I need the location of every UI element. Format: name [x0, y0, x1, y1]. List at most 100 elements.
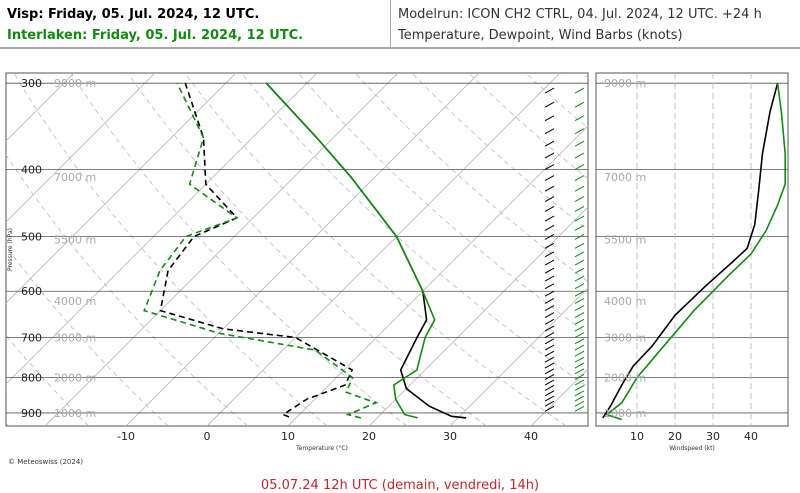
isotherm	[449, 287, 588, 426]
wind-barb	[574, 368, 585, 375]
wind-barb	[544, 215, 555, 222]
wind-barb	[574, 338, 585, 345]
wind-barb	[574, 325, 585, 332]
pressure-tick-label: 600	[21, 285, 42, 298]
wind-barb	[544, 356, 555, 363]
wind-barb	[574, 215, 585, 222]
wind-barb	[574, 400, 585, 407]
wind-barb	[574, 115, 585, 122]
wind-barb	[574, 305, 585, 312]
wind-barb	[544, 318, 555, 325]
wind-barb	[544, 385, 555, 391]
windspeed-tick-label: 40	[744, 430, 758, 443]
temperature-axis-label: Temperature (°C)	[295, 445, 348, 452]
wind-barb	[544, 290, 555, 297]
wind-barb	[574, 344, 585, 351]
height-label: 1000 m	[54, 407, 96, 420]
wind-barb	[544, 234, 555, 240]
pressure-tick-label: 900	[21, 407, 42, 420]
location-interlaken-title: Interlaken: Friday, 05. Jul. 2024, 12 UT…	[7, 28, 304, 43]
wind-barb	[574, 275, 585, 282]
wind-barb	[574, 196, 585, 202]
height-label: 9000 m	[54, 77, 96, 90]
wind-barb	[574, 350, 585, 357]
wind-barb	[574, 379, 585, 386]
wind-barb	[574, 390, 585, 397]
wind-barb	[544, 390, 555, 397]
windspeed-plot-area	[596, 73, 788, 426]
wind-barb	[574, 385, 585, 391]
wind-barb	[574, 332, 585, 338]
wind-barb	[544, 305, 555, 312]
dry-adiabat	[6, 245, 169, 426]
wind-barb	[574, 318, 585, 325]
wind-barb	[544, 206, 555, 212]
temperature-tick-label: 10	[281, 430, 295, 443]
wind-barb	[544, 128, 555, 135]
wind-height-label: 7000 m	[604, 171, 646, 184]
wind-barb	[544, 395, 555, 402]
wind-barb	[544, 242, 555, 249]
wind-barb	[574, 395, 585, 402]
windspeed-visp	[602, 82, 779, 419]
temperature-tick-label: -10	[117, 430, 135, 443]
pressure-tick-label: 300	[21, 77, 42, 90]
isotherm	[6, 73, 75, 142]
dry-adiabat	[184, 73, 567, 426]
dry-adiabat	[241, 73, 588, 388]
dry-adiabat	[13, 73, 328, 426]
pressure-tick-label: 400	[21, 164, 42, 177]
forecast-time-label: 05.07.24 12h UTC (demain, vendredi, 14h)	[260, 478, 540, 493]
isotherm	[287, 125, 588, 426]
wind-barb	[544, 325, 555, 332]
windspeed-tick-label: 20	[668, 430, 682, 443]
temperature-tick-label: 30	[443, 430, 457, 443]
wind-barb	[544, 267, 555, 274]
temperature-tick-label: 20	[362, 430, 376, 443]
height-label: 3000 m	[54, 332, 96, 345]
wind-barb	[544, 332, 555, 338]
pressure-axis-label: Pressure (hPa)	[7, 228, 14, 271]
profile-interlaken-dewpoint	[143, 82, 379, 419]
wind-barb	[574, 175, 585, 182]
windspeed-frame	[595, 72, 789, 427]
wind-barb	[544, 338, 555, 345]
wind-barb	[544, 185, 555, 192]
modelrun-info: Modelrun: ICON CH2 CTRL, 04. Jul. 2024, …	[398, 7, 762, 22]
skewt-frame	[5, 72, 589, 427]
wind-barb	[574, 290, 585, 297]
wind-height-label: 3000 m	[604, 332, 646, 345]
pressure-tick-label: 700	[21, 332, 42, 345]
isotherm	[6, 73, 318, 385]
wind-barb	[574, 251, 585, 258]
wind-barb	[544, 275, 555, 282]
wind-barb	[544, 312, 555, 319]
wind-barb	[574, 298, 585, 304]
temperature-tick-label: 0	[204, 430, 211, 443]
height-label: 4000 m	[54, 295, 96, 308]
wind-height-label: 4000 m	[604, 295, 646, 308]
wind-barb	[574, 242, 585, 249]
wind-height-label: 1000 m	[604, 407, 646, 420]
dry-adiabat	[297, 73, 588, 335]
wind-height-label: 2000 m	[604, 372, 646, 385]
dry-adiabat	[127, 73, 487, 426]
header-rule	[0, 47, 800, 49]
windspeed-tick-label: 30	[706, 430, 720, 443]
wind-barb	[574, 374, 585, 380]
wind-barb	[544, 140, 555, 147]
wind-barb	[544, 368, 555, 375]
wind-barb	[544, 362, 555, 369]
wind-barb	[544, 175, 555, 182]
isotherm	[6, 73, 237, 304]
wind-barb	[544, 350, 555, 357]
wind-barb	[544, 115, 555, 122]
skewt-plot-area	[6, 73, 588, 426]
wind-barb	[544, 164, 555, 170]
wind-barb	[544, 374, 555, 380]
location-visp-title: Visp: Friday, 05. Jul. 2024, 12 UTC.	[7, 7, 260, 22]
windspeed-interlaken	[604, 83, 787, 421]
wind-barb	[574, 152, 585, 159]
wind-height-label: 9000 m	[604, 77, 646, 90]
profile-interlaken-temperature	[265, 82, 436, 419]
